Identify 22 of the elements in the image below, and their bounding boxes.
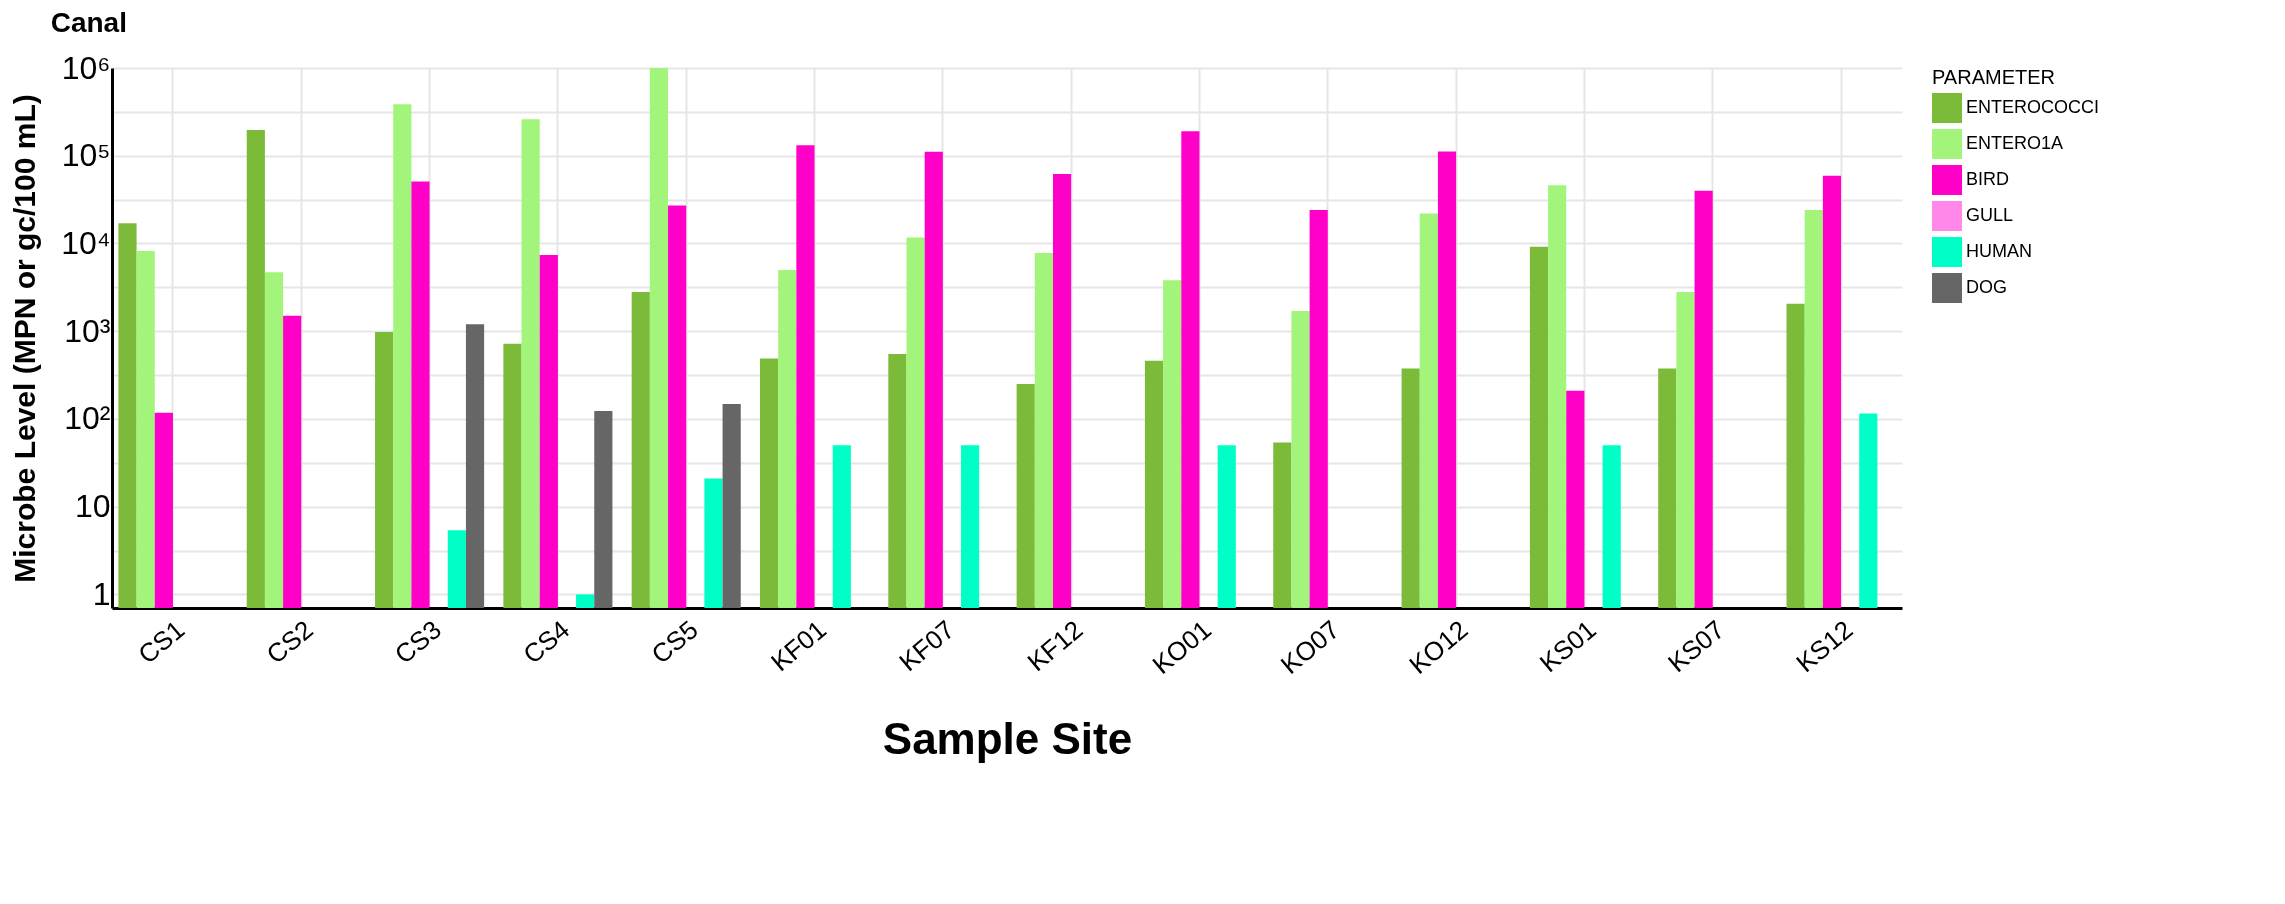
y-tick-label: 10³	[64, 312, 111, 349]
legend-label: ENTEROCOCCI	[1966, 97, 2100, 117]
y-tick-label: 1	[92, 575, 111, 612]
x-tick-label: CS3	[388, 614, 447, 670]
legend-label: GULL	[1966, 205, 2014, 225]
x-tick-label: CS4	[517, 614, 576, 670]
y-tick-label: 10	[74, 488, 111, 525]
legend-label: HUMAN	[1966, 241, 2032, 261]
y-axis-title: Microbe Level (MPN or gc/100 mL)	[8, 94, 42, 583]
x-axis-title: Sample Site	[882, 714, 1133, 764]
legend-title: PARAMETER	[1932, 66, 2055, 88]
y-tick-label: 10²	[64, 400, 111, 437]
y-tick-label: 10⁶	[61, 49, 111, 86]
legend-label: BIRD	[1966, 169, 2010, 189]
legend-label: ENTERO1A	[1966, 133, 2064, 153]
legend-label: DOG	[1966, 277, 2008, 297]
x-tick-label: CS1	[132, 614, 191, 670]
chart-title: Canal	[50, 7, 127, 38]
y-tick-label: 10⁴	[61, 224, 111, 261]
x-tick-label: CS2	[260, 614, 319, 670]
x-tick-label: CS5	[645, 614, 704, 670]
y-tick-label: 10⁵	[61, 137, 111, 174]
